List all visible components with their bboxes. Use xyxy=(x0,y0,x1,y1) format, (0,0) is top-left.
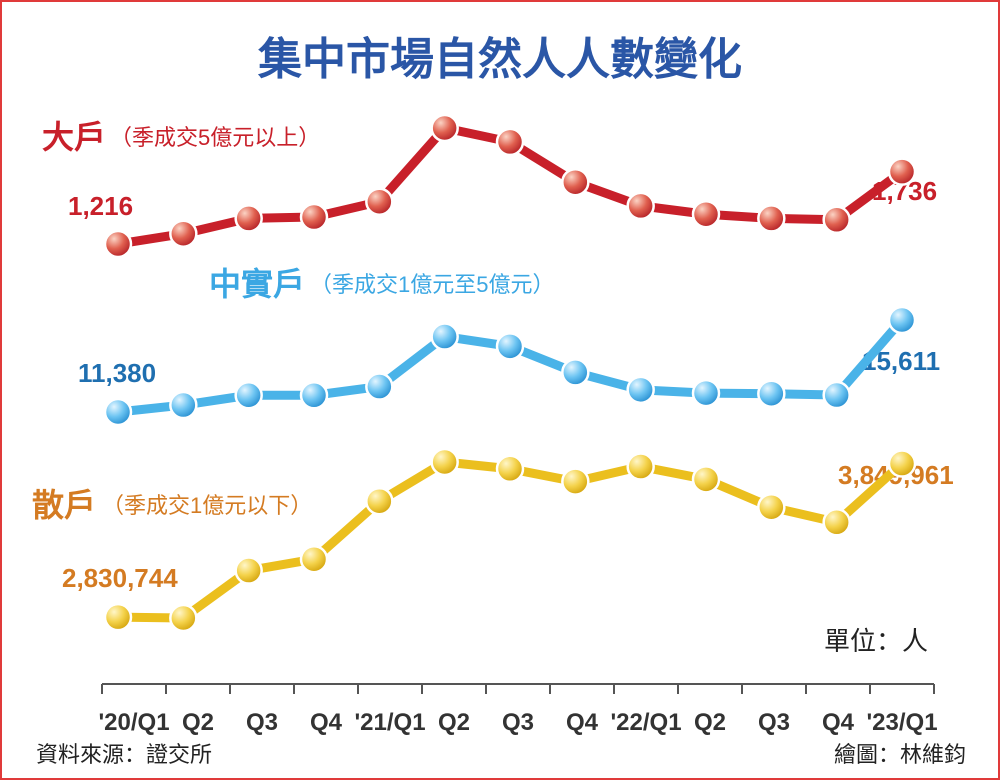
credit-note: 繪圖：林維鈞 xyxy=(834,742,966,767)
data-point-large xyxy=(430,113,459,143)
x-tick-label: Q2 xyxy=(694,709,726,736)
small-first-label: 2,830,744 xyxy=(62,563,178,593)
data-point-large xyxy=(234,204,263,233)
data-point-large xyxy=(495,127,525,157)
data-point-small xyxy=(430,447,459,477)
data-point-small xyxy=(561,467,590,496)
unit-label: 單位：人 xyxy=(824,626,928,656)
data-point-medium xyxy=(365,372,394,401)
data-point-small xyxy=(757,492,786,522)
x-tick-label: Q3 xyxy=(758,709,790,736)
data-point-large xyxy=(822,205,851,235)
x-tick-label: Q2 xyxy=(182,709,214,736)
data-point-medium xyxy=(299,381,329,410)
data-point-medium xyxy=(561,358,590,387)
data-point-medium xyxy=(495,332,525,361)
data-point-medium xyxy=(691,378,721,408)
data-point-medium xyxy=(626,375,655,405)
data-point-small xyxy=(887,449,917,478)
x-tick-label: Q3 xyxy=(246,709,278,736)
large-first-label: 1,216 xyxy=(68,191,133,221)
series-small-name: 散戶 xyxy=(32,487,96,523)
data-point-small xyxy=(103,602,133,632)
x-tick-label: '21/Q1 xyxy=(354,709,425,736)
data-point-small xyxy=(822,508,851,537)
data-point-medium xyxy=(430,322,459,351)
x-tick-label: '22/Q1 xyxy=(610,709,681,736)
data-point-medium xyxy=(234,381,263,410)
series-line-small xyxy=(113,457,907,623)
data-point-large xyxy=(887,157,917,186)
x-tick-label: Q3 xyxy=(502,709,534,736)
x-tick-label: '23/Q1 xyxy=(866,709,937,736)
data-point-medium xyxy=(169,390,198,420)
series-medium-name: 中實戶 xyxy=(209,266,305,302)
data-point-small xyxy=(691,465,721,494)
data-point-large xyxy=(626,191,655,221)
series-medium-subtitle: （季成交1億元至5億元） xyxy=(310,272,554,297)
source-note: 資料來源：證交所 xyxy=(36,742,212,767)
series-large-name: 大戶 xyxy=(42,119,106,155)
data-point-large xyxy=(757,204,786,233)
data-point-small xyxy=(169,603,198,633)
x-tick-label: '20/Q1 xyxy=(98,709,169,736)
data-point-small xyxy=(495,454,525,484)
data-point-medium xyxy=(887,305,917,335)
data-point-medium xyxy=(757,379,786,408)
chart-title: 集中市場自然人人數變化 xyxy=(257,35,742,84)
data-point-large xyxy=(691,199,721,229)
data-point-large xyxy=(299,202,329,232)
data-point-small xyxy=(234,556,263,585)
x-tick-label: Q2 xyxy=(438,709,470,736)
data-point-medium xyxy=(822,380,851,410)
x-tick-label: Q4 xyxy=(310,709,343,736)
x-tick-label: Q4 xyxy=(822,709,855,736)
data-point-large xyxy=(561,167,590,197)
medium-first-label: 11,380 xyxy=(78,358,156,388)
data-point-large xyxy=(169,219,198,248)
data-point-small xyxy=(626,452,655,481)
series-small-subtitle: （季成交1億元以下） xyxy=(102,493,312,518)
data-point-large xyxy=(103,229,133,259)
data-point-large xyxy=(365,187,394,216)
data-point-small xyxy=(365,486,394,516)
series-large-subtitle: （季成交5億元以上） xyxy=(110,125,320,150)
data-point-medium xyxy=(103,397,133,427)
data-point-small xyxy=(299,544,329,574)
x-tick-label: Q4 xyxy=(566,709,599,736)
